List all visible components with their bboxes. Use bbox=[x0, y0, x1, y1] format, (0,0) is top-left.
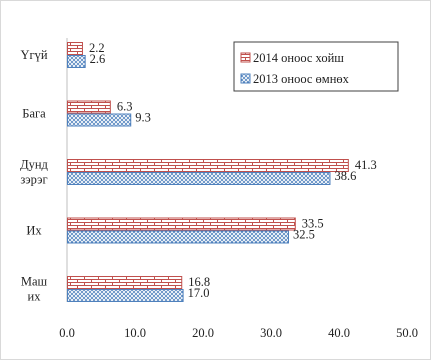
x-tick-label: 50.0 bbox=[396, 326, 418, 340]
data-label-2013: 9.3 bbox=[135, 111, 151, 125]
data-label-2014: 6.3 bbox=[117, 100, 133, 114]
legend-swatch-2014 bbox=[240, 52, 251, 63]
bar-2014 bbox=[67, 159, 349, 172]
data-label-2013: 32.5 bbox=[293, 228, 315, 242]
data-label-2013: 17.0 bbox=[188, 286, 210, 300]
category-labels: Үгүй Бага Дунд зэрэг Их Маш их bbox=[20, 48, 48, 304]
bar-2013 bbox=[67, 55, 86, 68]
bar-2013 bbox=[67, 230, 289, 244]
legend-box bbox=[233, 41, 399, 92]
category-label: Их bbox=[26, 224, 42, 238]
bar-2014 bbox=[67, 100, 111, 114]
category-label: Бага bbox=[22, 107, 46, 121]
data-label-2013: 2.6 bbox=[90, 52, 106, 66]
x-tick-label: 20.0 bbox=[192, 326, 214, 340]
category-label: Дунд зэрэг bbox=[20, 158, 48, 187]
category-label: Үгүй bbox=[20, 48, 47, 62]
legend: 2014 оноос хойш 2013 оноос өмнөх bbox=[233, 41, 399, 92]
category-label: Маш их bbox=[21, 275, 48, 304]
legend-swatch-2013 bbox=[240, 73, 251, 84]
bar-2013 bbox=[67, 113, 132, 127]
bar-2013 bbox=[67, 289, 184, 302]
data-label-2014: 41.3 bbox=[355, 158, 377, 172]
bar-2013 bbox=[67, 172, 331, 185]
x-tick-label: 30.0 bbox=[260, 326, 282, 340]
x-tick-label: 10.0 bbox=[124, 326, 146, 340]
legend-label-2014: 2014 оноос хойш bbox=[253, 51, 344, 65]
data-label-2014: 2.2 bbox=[89, 41, 105, 55]
x-tick-label: 40.0 bbox=[328, 326, 350, 340]
legend-label-2013: 2013 оноос өмнөх bbox=[253, 72, 350, 86]
data-label-2014: 33.5 bbox=[302, 217, 324, 231]
bar-2014 bbox=[67, 217, 296, 231]
data-labels: 2.22.6 6.39.3 41.338.6 33.532.5 16.817.0 bbox=[89, 41, 377, 300]
bar-2014 bbox=[67, 42, 83, 55]
data-label-2014: 16.8 bbox=[188, 275, 210, 289]
x-axis-ticks: 0.0 10.0 20.0 30.0 40.0 50.0 bbox=[59, 326, 418, 340]
bars bbox=[67, 42, 349, 302]
data-label-2013: 38.6 bbox=[334, 169, 356, 183]
x-tick-label: 0.0 bbox=[59, 326, 75, 340]
bar-2014 bbox=[67, 276, 183, 289]
